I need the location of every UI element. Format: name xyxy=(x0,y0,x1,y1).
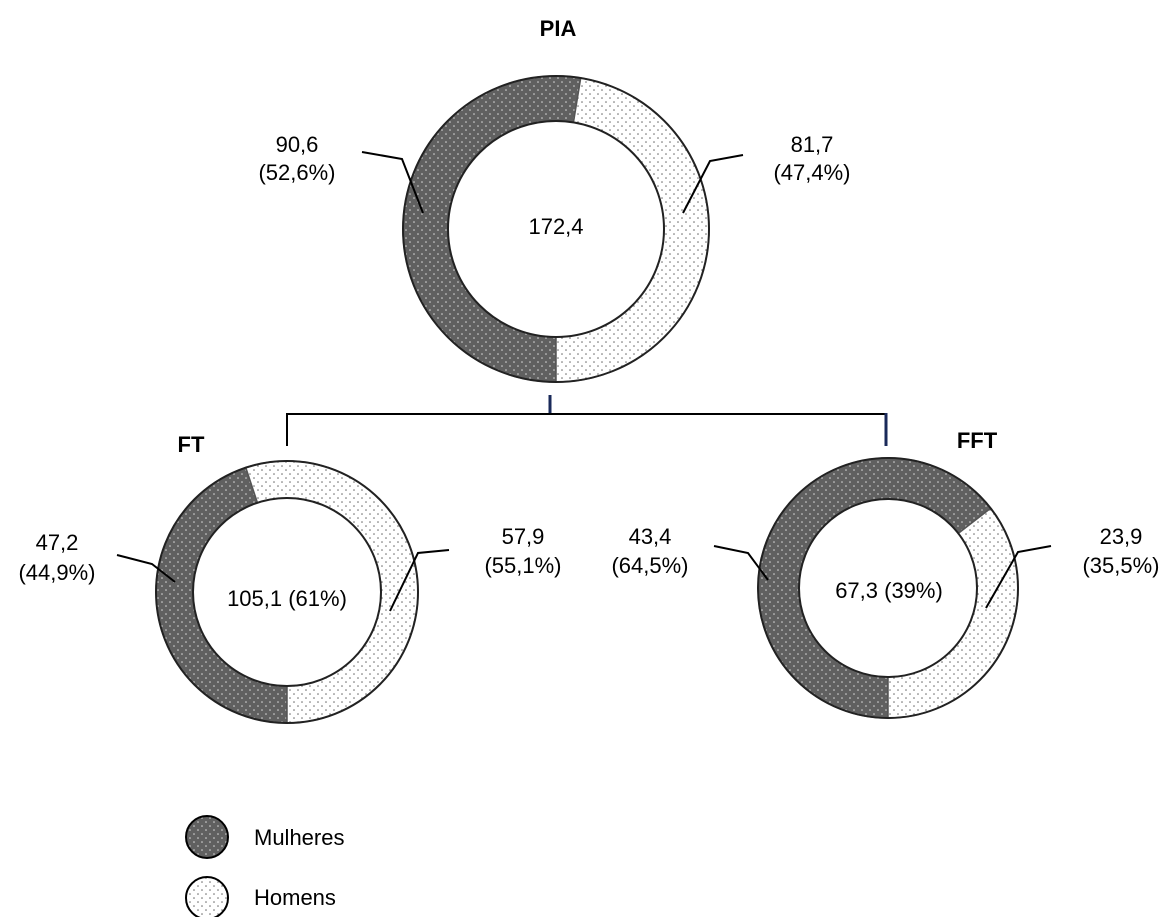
donut-ft-center-label: 105,1 (61%) xyxy=(227,586,347,611)
donut-ft-leader-homens xyxy=(389,549,450,612)
donut-ft-outer-border xyxy=(155,460,419,724)
donut-ft-hole xyxy=(192,497,382,687)
donut-fft: FFT 67,3 (39%) 43,4 (64,5%) 23,9 (35,5%) xyxy=(611,428,1160,719)
donut-fft-leader-mulheres xyxy=(713,545,769,581)
donut-pia: PIA 172,4 90,6 (52,6%) 81,7 (47,4%) xyxy=(258,16,851,383)
donut-fft-homens-value: 23,9 xyxy=(1100,524,1143,549)
donut-fft-mulheres-value: 43,4 xyxy=(629,524,672,549)
donut-fft-outer-border xyxy=(757,457,1019,719)
donut-ft-homens-value: 57,9 xyxy=(502,524,545,549)
donut-fft-leader-homens xyxy=(985,545,1052,609)
donut-fft-ring xyxy=(757,457,1019,719)
donut-pia-ring xyxy=(402,75,710,383)
donut-pia-mulheres-value: 90,6 xyxy=(276,132,319,157)
donut-ft-mulheres-pct: (44,9%) xyxy=(18,560,95,585)
donut-ft: FT 105,1 (61%) 47,2 (44,9%) 57,9 (55,1%) xyxy=(18,432,562,724)
donut-ft-ring xyxy=(155,460,419,724)
donut-ft-homens-pct: (55,1%) xyxy=(484,553,561,578)
donut-ft-leader-mulheres xyxy=(116,554,176,583)
donut-fft-center-label: 67,3 (39%) xyxy=(835,578,943,603)
legend: Mulheres Homens xyxy=(185,815,344,917)
donut-ft-title: FT xyxy=(178,432,205,457)
donut-pia-homens-pct: (47,4%) xyxy=(773,160,850,185)
donut-fft-mulheres-pct: (64,5%) xyxy=(611,553,688,578)
donut-pia-center-label: 172,4 xyxy=(528,214,583,239)
connector-tree xyxy=(286,395,888,446)
donut-pia-leader-mulheres xyxy=(361,151,424,214)
donut-pia-title: PIA xyxy=(540,16,577,41)
donut-pia-hole xyxy=(447,120,665,338)
donut-pia-mulheres-pct: (52,6%) xyxy=(258,160,335,185)
donut-pia-homens-value: 81,7 xyxy=(791,132,834,157)
donut-fft-hole xyxy=(798,498,978,678)
donut-ft-mulheres-value: 47,2 xyxy=(36,530,79,555)
legend-swatch-mulheres xyxy=(185,815,229,859)
donut-pia-leader-homens xyxy=(682,154,744,214)
legend-swatch-homens xyxy=(185,876,229,917)
legend-label-mulheres: Mulheres xyxy=(254,825,344,850)
donut-fft-title: FFT xyxy=(957,428,998,453)
donut-fft-homens-pct: (35,5%) xyxy=(1082,553,1159,578)
donut-pia-outer-border xyxy=(402,75,710,383)
legend-label-homens: Homens xyxy=(254,885,336,910)
